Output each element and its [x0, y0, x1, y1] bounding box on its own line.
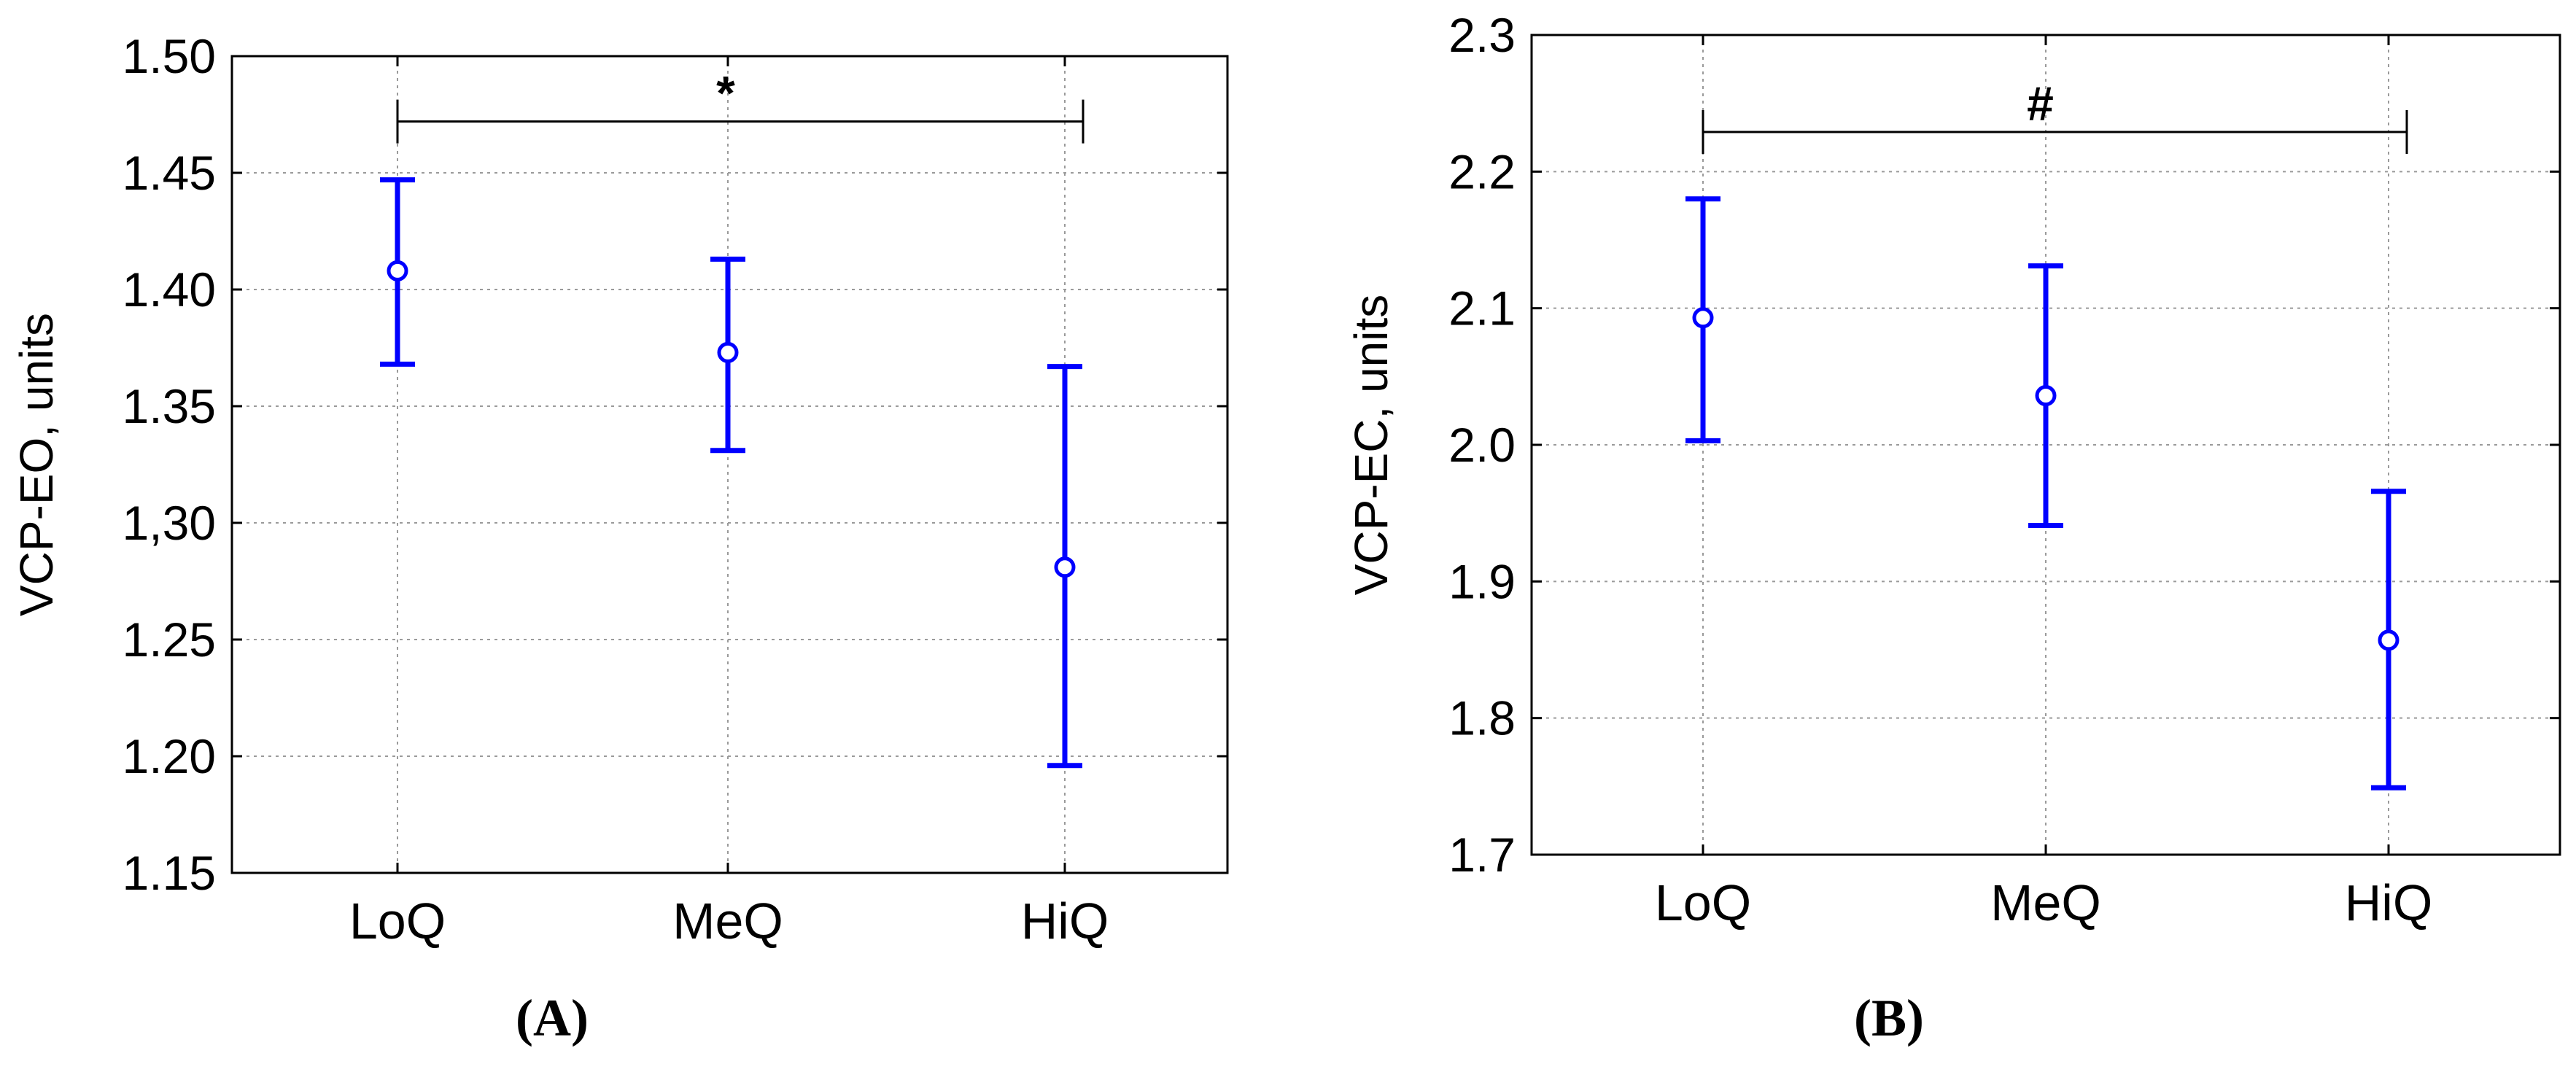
y-axis-label: VCP-EC, units	[1345, 295, 1397, 596]
y-tick-label: 2.1	[1448, 281, 1516, 335]
y-tick-label: 1.9	[1448, 554, 1516, 608]
x-tick-label: LoQ	[1655, 874, 1751, 931]
x-tick-label: MeQ	[672, 893, 783, 949]
chart-panel-b: 1.7 1.8 1.9 2.0 2.1 2.2 2.3 LoQ MeQ HiQ VCP-EC, un…	[1345, 8, 2561, 1047]
chart-panel-a: 1.15 1.20 1.25 1,30 1.35 1.40 1.45 1.50 LoQ MeQ Hi…	[10, 29, 1229, 1047]
y-tick-label: 1.35	[123, 379, 216, 433]
y-tick-label: 2.0	[1448, 418, 1516, 472]
y-tick-label: 1.7	[1448, 828, 1516, 882]
mean-point	[1054, 556, 1076, 578]
y-tick-label: 1.8	[1448, 691, 1516, 745]
y-tick-label: 1.25	[123, 613, 216, 667]
mean-point	[717, 341, 739, 363]
y-tick-label: 1,30	[123, 496, 216, 550]
y-axis-label: VCP-EO, units	[10, 313, 63, 616]
plot-frame	[230, 55, 1229, 874]
significance-marker: *	[716, 66, 735, 120]
y-tick-label: 1.45	[123, 146, 216, 200]
y-tick-label: 2.3	[1448, 8, 1516, 62]
mean-point	[1692, 307, 1714, 329]
y-tick-label: 1.40	[123, 263, 216, 316]
significance-marker: #	[2027, 77, 2054, 131]
panel-label: (B)	[1854, 989, 1924, 1047]
mean-point	[387, 260, 408, 281]
x-tick-label: HiQ	[1021, 893, 1109, 949]
y-tick-label: 2.2	[1448, 144, 1516, 198]
x-tick-label: HiQ	[2345, 874, 2433, 931]
mean-point	[2378, 629, 2400, 651]
panel-label: (A)	[516, 989, 589, 1047]
y-tick-label: 1.50	[123, 29, 216, 83]
x-tick-label: MeQ	[1990, 874, 2101, 931]
y-tick-label: 1.15	[123, 846, 216, 900]
y-tick-label: 1.20	[123, 729, 216, 783]
mean-point	[2035, 385, 2057, 407]
x-tick-label: LoQ	[349, 893, 446, 949]
